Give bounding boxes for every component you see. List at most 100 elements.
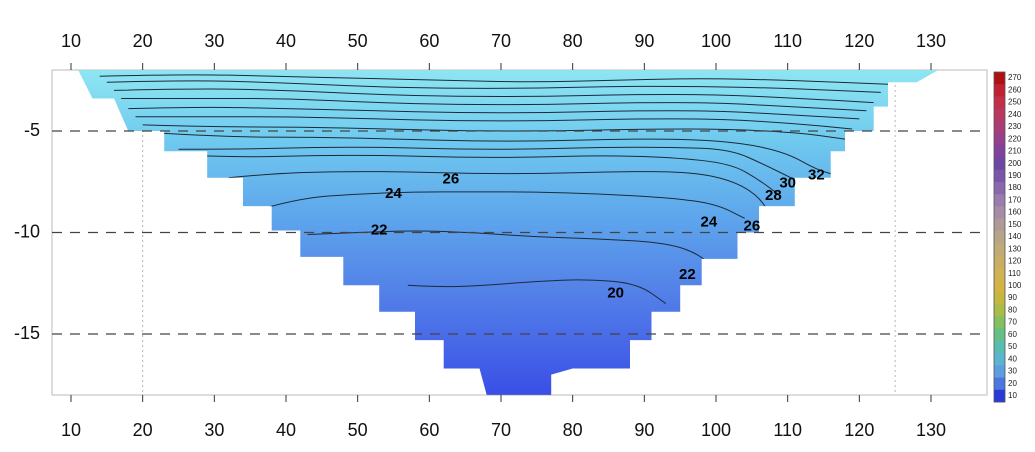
colorbar-swatch: [994, 304, 1005, 317]
x-tick-label-bottom: 100: [701, 420, 731, 440]
contour-label: 24: [385, 185, 402, 202]
x-tick-label-bottom: 120: [844, 420, 874, 440]
colorbar-swatch: [994, 157, 1005, 171]
colorbar-label: 240: [1008, 110, 1022, 119]
x-tick-label-top: 40: [276, 31, 296, 51]
colorbar-swatch: [994, 389, 1005, 403]
x-tick-label-bottom: 40: [276, 420, 296, 440]
colorbar-label: 140: [1008, 232, 1022, 241]
contour-label: 26: [442, 171, 459, 188]
colorbar-label: 90: [1008, 293, 1017, 302]
x-tick-label-top: 20: [133, 31, 153, 51]
contour-line: [307, 230, 724, 280]
colorbar-swatch: [994, 353, 1005, 366]
colorbar-label: 120: [1008, 257, 1022, 266]
contour-line: [264, 191, 745, 219]
colorbar-label: 170: [1008, 195, 1022, 204]
contour-line: [106, 80, 881, 93]
colorbar-label: 200: [1008, 159, 1022, 168]
contour-line: [228, 171, 774, 221]
colorbar-swatch: [994, 72, 1005, 85]
colorbar-swatch: [994, 292, 1005, 305]
contour-label: 20: [607, 284, 624, 301]
colorbar-label: 100: [1008, 281, 1022, 290]
colorbar-label: 50: [1008, 342, 1017, 351]
colorbar-swatch: [994, 206, 1005, 220]
contour-line: [128, 106, 860, 120]
colorbar-legend: 270 260 250 240 230 220 210 200 190 180 170 160 150 1…: [993, 71, 1022, 403]
y-tick-label: -5: [24, 120, 40, 140]
contour-label: 30: [779, 175, 796, 192]
x-axis-bottom: 10 20 30 40 50 60 70 80 90 100 110 120 130: [61, 395, 946, 440]
x-tick-label-top: 120: [844, 31, 874, 51]
colorbar-label: 40: [1008, 354, 1017, 363]
colorbar-label: 210: [1008, 147, 1022, 156]
x-axis-top: 10 20 30 40 50 60 70 80 90 100 110 120 130: [61, 31, 946, 70]
contour-line: [178, 146, 796, 181]
colorbar-swatch: [994, 108, 1005, 122]
colorbar-swatch: [994, 169, 1005, 183]
y-tick-label: -15: [14, 323, 40, 343]
colorbar-label: 10: [1008, 391, 1017, 400]
x-tick-label-bottom: 80: [563, 420, 583, 440]
colorbar-label: 260: [1008, 85, 1022, 94]
x-tick-label-top: 10: [61, 31, 81, 51]
contour-line: [135, 116, 853, 130]
x-tick-label-bottom: 10: [61, 420, 81, 440]
colorbar-label: 150: [1008, 220, 1022, 229]
x-tick-label-bottom: 30: [204, 420, 224, 440]
x-tick-label-bottom: 70: [491, 420, 511, 440]
colorbar-swatch: [994, 365, 1005, 378]
colorbar-swatch: [994, 84, 1005, 97]
colorbar-swatch: [994, 120, 1005, 134]
colorbar-label: 250: [1008, 98, 1022, 107]
colorbar-swatch: [994, 267, 1005, 281]
contour-label: 32: [808, 167, 825, 184]
x-tick-label-bottom: 90: [634, 420, 654, 440]
contour-label: 24: [700, 213, 717, 230]
colorbar-label: 130: [1008, 244, 1022, 253]
contour-line: [407, 279, 667, 304]
contour-line: [156, 132, 838, 177]
colorbar-label: 180: [1008, 183, 1022, 192]
colorbar-swatch: [994, 230, 1005, 244]
colorbar-swatch: [994, 96, 1005, 110]
x-tick-label-top: 100: [701, 31, 731, 51]
colorbar-label: 30: [1008, 367, 1017, 376]
dotted-vertical-lines: [142, 70, 896, 395]
colorbar-swatch: [994, 340, 1005, 354]
colorbar-swatch: [994, 218, 1005, 232]
contour-line: [192, 154, 781, 197]
colorbar-swatch: [994, 182, 1005, 195]
x-tick-label-top: 30: [204, 31, 224, 51]
contour-line: [99, 74, 889, 85]
colorbar-label: 60: [1008, 330, 1017, 339]
x-tick-label-bottom: 60: [419, 420, 439, 440]
x-tick-label-bottom: 110: [773, 420, 802, 440]
contour-line: [113, 88, 874, 104]
contour-label: 26: [743, 217, 760, 234]
x-tick-label-top: 130: [916, 31, 946, 51]
depth-dashed-lines: [52, 130, 987, 335]
colorbar-label: 70: [1008, 318, 1017, 327]
contour-line: [121, 98, 867, 112]
contour-label: 28: [765, 187, 782, 204]
colorbar-swatch: [994, 243, 1005, 256]
colorbar-swatch: [994, 377, 1005, 391]
colorbar-label: 160: [1008, 208, 1022, 217]
colorbar-swatch: [994, 255, 1005, 268]
colorbar-label: 270: [1008, 73, 1022, 82]
contour-label: 22: [371, 221, 388, 238]
x-tick-label-bottom: 50: [348, 420, 368, 440]
x-tick-label-top: 60: [419, 31, 439, 51]
colorbar-swatch: [994, 279, 1005, 293]
x-tick-label-bottom: 20: [133, 420, 153, 440]
contour-label: 22: [679, 266, 696, 283]
colorbar-swatch: [994, 145, 1005, 158]
colorbar-label: 220: [1008, 134, 1022, 143]
x-tick-label-top: 70: [491, 31, 511, 51]
x-tick-label-top: 110: [773, 31, 802, 51]
y-tick-label: -10: [14, 221, 40, 241]
colorbar-label: 80: [1008, 305, 1017, 314]
y-axis: -5 -10 -15: [14, 120, 40, 343]
